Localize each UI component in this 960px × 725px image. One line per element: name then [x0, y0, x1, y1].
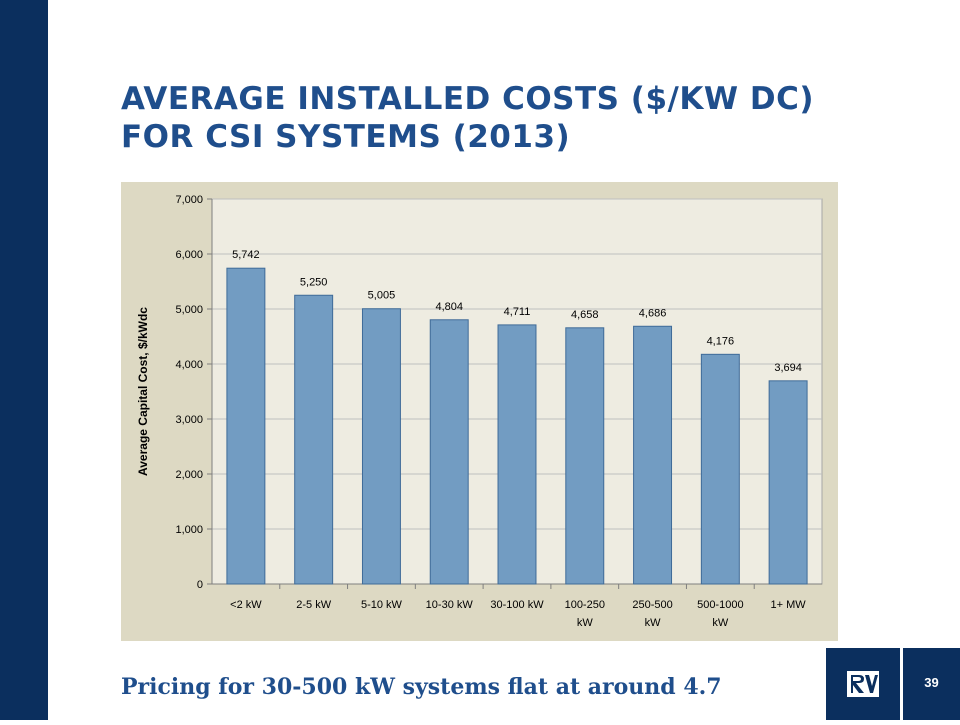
x-tick-label: 5-10 kW	[361, 599, 403, 611]
company-logo-icon	[847, 671, 879, 697]
bar	[294, 294, 334, 585]
x-tick-label: kW	[577, 617, 594, 629]
left-accent-bar	[0, 0, 48, 720]
page-number-box: 39	[903, 648, 960, 720]
x-tick-label: 30-100 kW	[490, 599, 544, 611]
y-tick-label: 3,000	[175, 414, 203, 426]
data-label: 5,742	[232, 249, 260, 261]
bar-chart: 0 1,000 2,000 3,000 4,000 5,000 6,000 7,000 Aver…	[136, 194, 823, 629]
x-tick-label: 100-250	[565, 599, 605, 611]
bar	[497, 324, 537, 585]
y-tick-label: 2,000	[175, 469, 203, 481]
data-label: 4,658	[571, 309, 599, 321]
data-label: 5,005	[368, 290, 396, 302]
bar	[429, 319, 469, 585]
slide-title: AVERAGE INSTALLED COSTS ($/KW DC) FOR CS…	[121, 80, 881, 156]
x-tick-label: kW	[712, 617, 729, 629]
slide-subtitle: Pricing for 30-500 kW systems flat at ar…	[121, 674, 722, 700]
bar	[633, 325, 673, 585]
slide-title-line-2: FOR CSI SYSTEMS (2013)	[121, 119, 571, 155]
data-label: 4,711	[504, 306, 531, 318]
company-logo	[826, 648, 900, 720]
bar	[226, 267, 266, 585]
x-tick-label: 500-1000	[697, 599, 744, 611]
data-label: 4,804	[435, 301, 463, 313]
x-tick-label: <2 kW	[230, 599, 262, 611]
data-label: 5,250	[300, 276, 328, 288]
x-tick-label: kW	[645, 617, 662, 629]
data-label: 4,176	[707, 335, 735, 347]
y-tick-label: 6,000	[175, 249, 203, 261]
page-number: 39	[924, 675, 939, 690]
data-label: 3,694	[774, 362, 802, 374]
bar	[768, 380, 808, 585]
x-tick-label: 2-5 kW	[296, 599, 331, 611]
y-tick-label: 1,000	[175, 524, 203, 536]
data-label: 4,686	[639, 307, 667, 319]
x-tick-label: 1+ MW	[771, 599, 807, 611]
y-tick-label: 7,000	[175, 194, 203, 206]
bar	[700, 353, 740, 585]
bar	[361, 308, 401, 585]
bar	[565, 327, 605, 585]
chart-panel: 0 1,000 2,000 3,000 4,000 5,000 6,000 7,000 Aver…	[121, 182, 838, 641]
y-axis-label: Average Capital Cost, $/kWdc	[136, 307, 150, 476]
y-tick-label: 4,000	[175, 359, 203, 371]
x-tick-label: 10-30 kW	[426, 599, 474, 611]
slide-title-line-1: AVERAGE INSTALLED COSTS ($/KW DC)	[121, 81, 814, 117]
y-tick-label: 0	[197, 579, 203, 591]
y-tick-label: 5,000	[175, 304, 203, 316]
x-tick-label: 250-500	[632, 599, 672, 611]
